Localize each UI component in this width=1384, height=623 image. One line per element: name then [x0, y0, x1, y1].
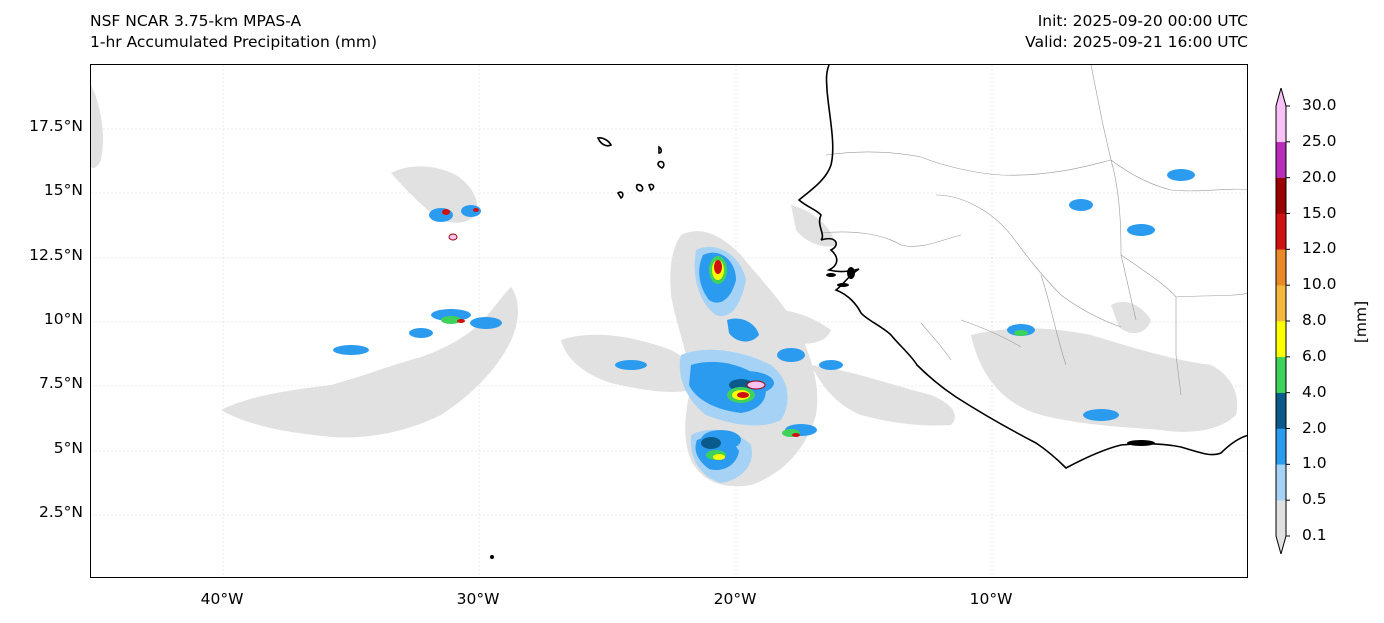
- colorbar-tick-label: 0.1: [1302, 526, 1327, 544]
- colorbar-tick-label: 20.0: [1302, 167, 1337, 186]
- lat-tick-label: 10°N: [43, 310, 83, 328]
- lat-tick-label: 17.5°N: [29, 117, 83, 135]
- colorbar-segment: [1275, 392, 1287, 429]
- lon-tick-label: 40°W: [200, 590, 244, 608]
- colorbar-tick-label: 4.0: [1302, 382, 1327, 401]
- lon-tick-label: 10°W: [969, 590, 1013, 608]
- lat-tick-label: 7.5°N: [39, 374, 83, 392]
- field-title: 1-hr Accumulated Precipitation (mm): [90, 33, 377, 51]
- title-right: Init: 2025-09-20 00:00 UTC Valid: 2025-0…: [1025, 11, 1248, 53]
- map-canvas: [91, 65, 1247, 577]
- precipitation-map: [90, 64, 1248, 578]
- lat-tick-label: 5°N: [53, 439, 83, 457]
- lat-tick-label: 12.5°N: [29, 246, 83, 264]
- lat-tick-label: 2.5°N: [39, 503, 83, 521]
- colorbar-segment: [1275, 499, 1287, 554]
- colorbar-segment: [1275, 249, 1287, 286]
- convective-cells: [333, 169, 1195, 460]
- lon-tick-label: 30°W: [456, 590, 500, 608]
- light-precip-areas: [91, 85, 1238, 487]
- colorbar-segment: [1275, 464, 1287, 501]
- cape-verde-islands: [489, 137, 665, 559]
- colorbar-ticks: [1286, 105, 1290, 537]
- colorbar-segments: [1275, 88, 1287, 554]
- colorbar-segment: [1275, 88, 1287, 143]
- valid-time: Valid: 2025-09-21 16:00 UTC: [1025, 33, 1248, 51]
- coastal-precip-dots: [826, 267, 1155, 446]
- colorbar-tick-label: 30.0: [1302, 96, 1337, 114]
- colorbar-tick-label: 6.0: [1302, 346, 1327, 365]
- colorbar: [1275, 88, 1290, 554]
- init-time: Init: 2025-09-20 00:00 UTC: [1037, 12, 1248, 30]
- colorbar-segment: [1275, 428, 1287, 465]
- colorbar-tick-label: 0.5: [1302, 490, 1327, 509]
- colorbar-tick-label: 2.0: [1302, 418, 1327, 437]
- lat-tick-label: 15°N: [43, 181, 83, 199]
- colorbar-units: [mm]: [1352, 300, 1370, 344]
- colorbar-segment: [1275, 141, 1287, 178]
- colorbar-tick-label: 12.0: [1302, 239, 1337, 258]
- gridlines: [91, 65, 1247, 577]
- model-title: NSF NCAR 3.75-km MPAS-A: [90, 12, 302, 30]
- colorbar-tick-label: 1.0: [1302, 454, 1327, 473]
- colorbar-tick-label: 8.0: [1302, 311, 1327, 329]
- colorbar-segment: [1275, 356, 1287, 393]
- title-left: NSF NCAR 3.75-km MPAS-A 1-hr Accumulated…: [90, 11, 377, 53]
- colorbar-segment: [1275, 284, 1287, 322]
- colorbar-segment: [1275, 213, 1287, 250]
- coastline: [797, 65, 1247, 469]
- lon-tick-label: 20°W: [713, 590, 757, 608]
- country-borders: [820, 65, 1247, 396]
- colorbar-tick-label: 15.0: [1302, 203, 1337, 222]
- colorbar-tick-label: 10.0: [1302, 275, 1337, 294]
- colorbar-segment: [1275, 177, 1287, 214]
- colorbar-tick-label: 25.0: [1302, 131, 1337, 150]
- colorbar-segment: [1275, 320, 1287, 358]
